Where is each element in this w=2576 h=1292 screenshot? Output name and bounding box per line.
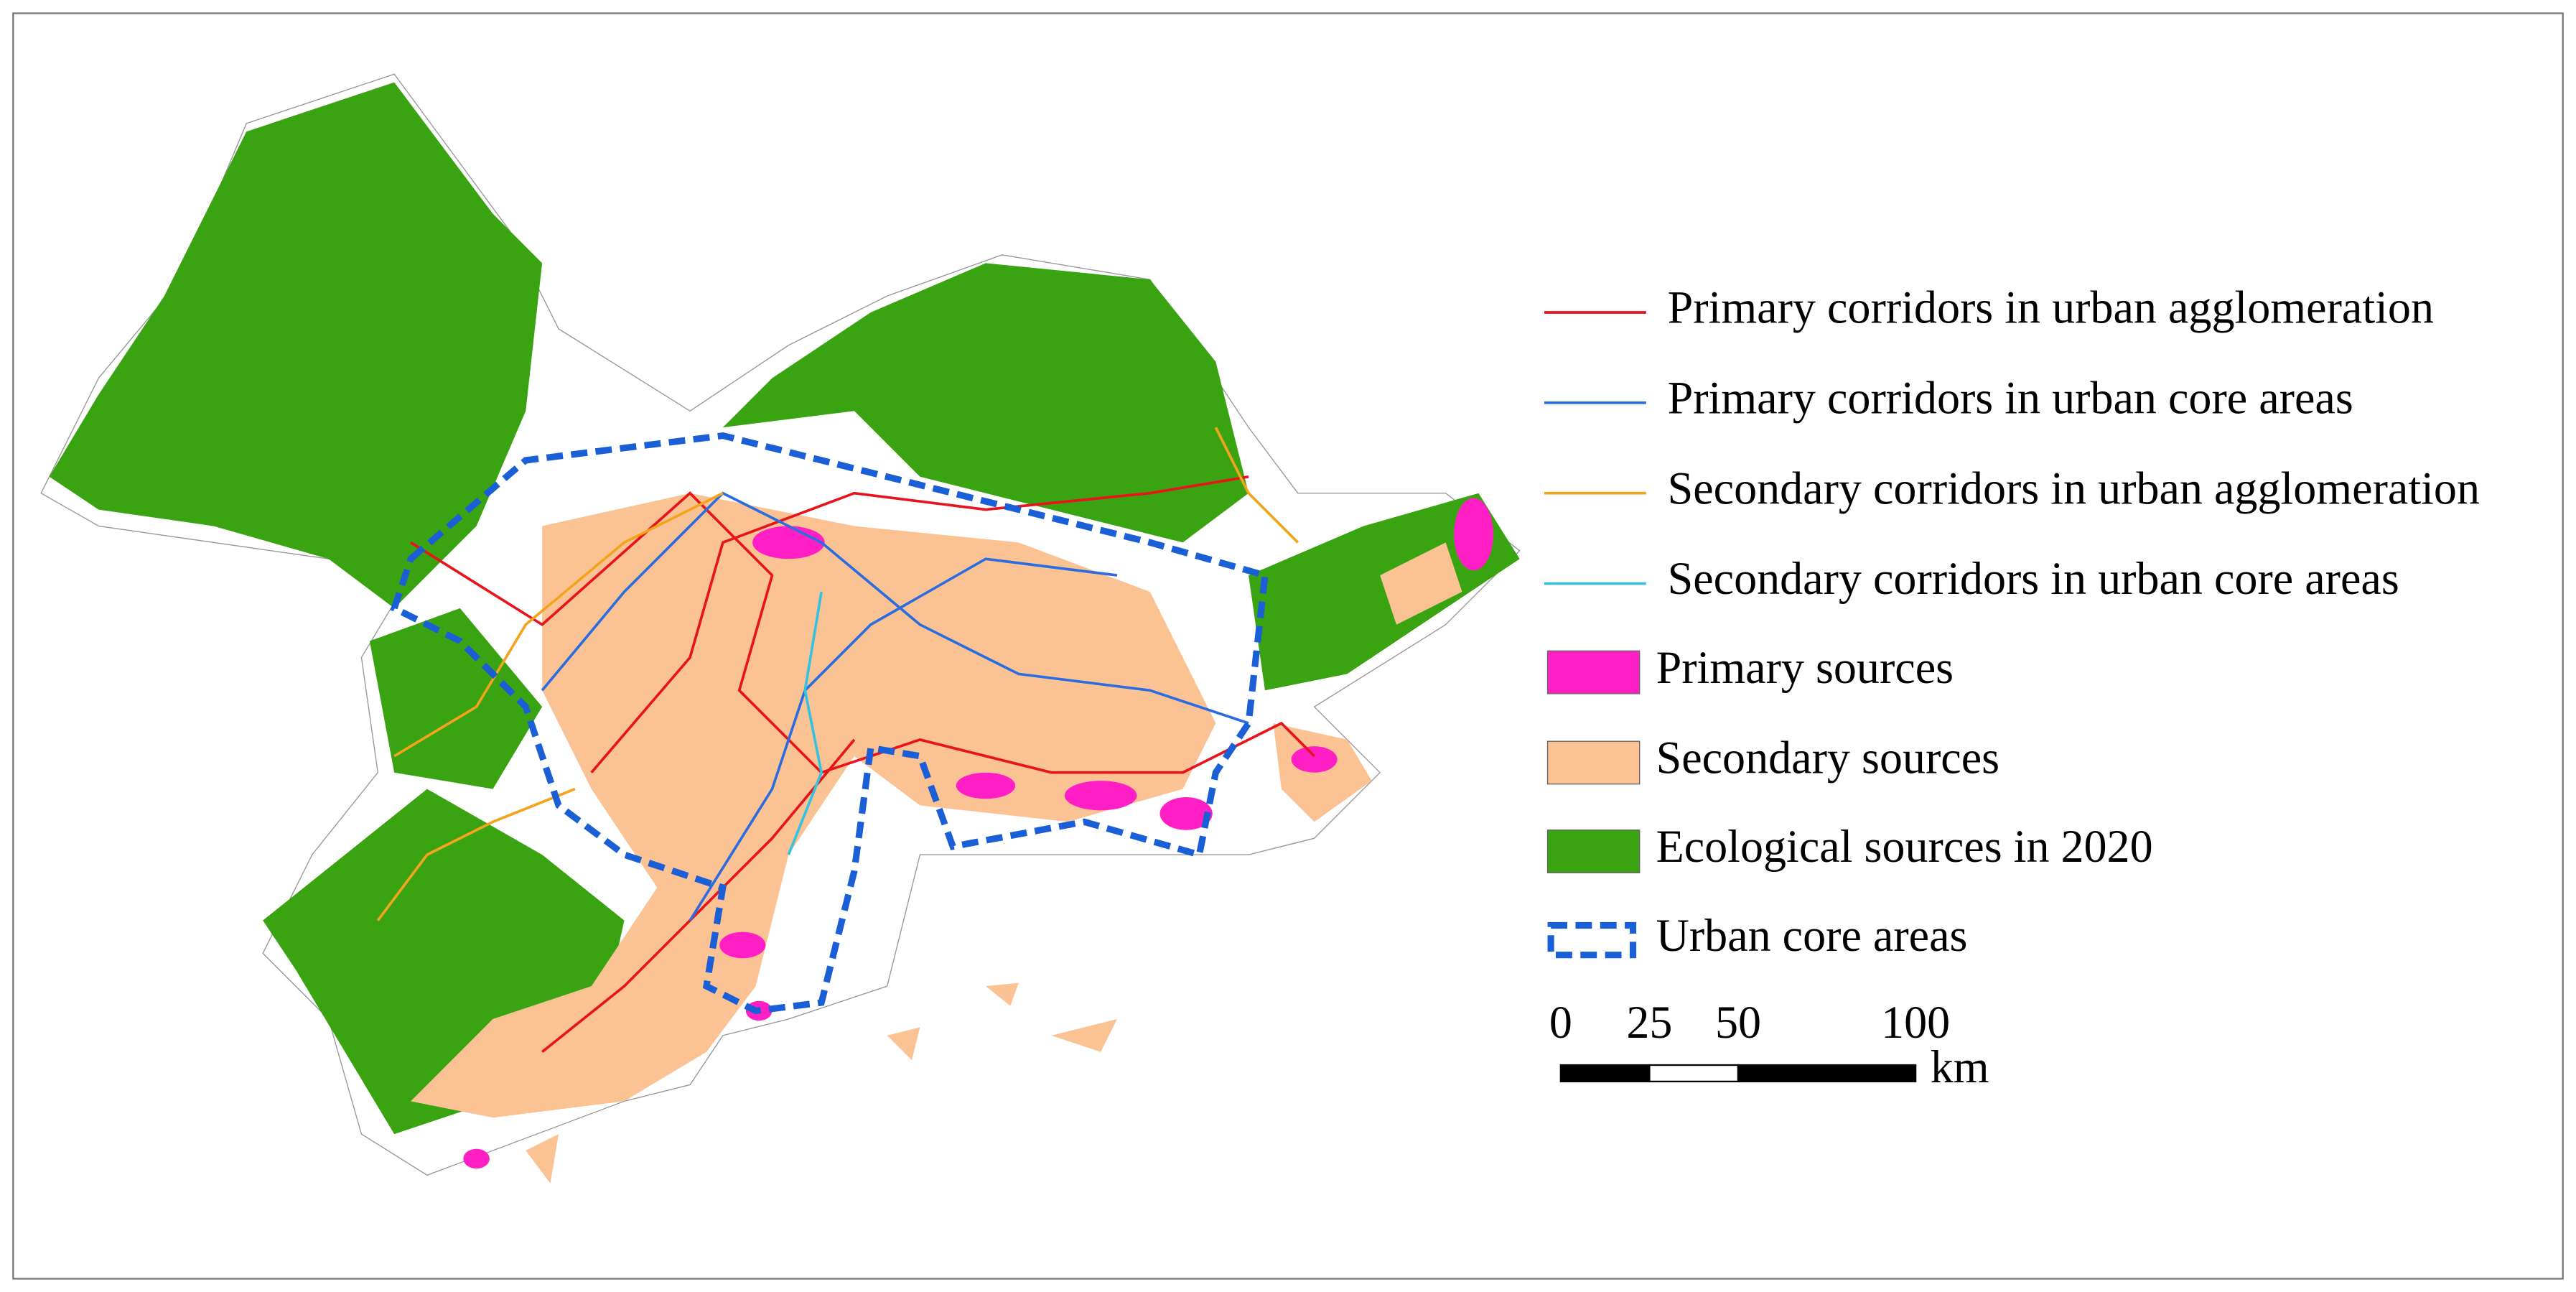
legend-label: Primary corridors in urban core areas	[1668, 373, 2353, 424]
legend-swatch	[1546, 650, 1641, 694]
legend-swatch	[1547, 921, 1637, 959]
legend-label: Secondary corridors in urban core areas	[1668, 553, 2399, 604]
legend-label: Primary corridors in urban agglomeration	[1668, 282, 2434, 333]
legend-label: Secondary sources	[1656, 733, 2000, 784]
legend-label: Ecological sources in 2020	[1656, 821, 2153, 872]
legend-label: Primary sources	[1656, 642, 1954, 693]
scale-segment	[1559, 1064, 1651, 1083]
primary-sources	[463, 498, 1494, 1169]
scale-segment	[1648, 1064, 1740, 1083]
scale-segment	[1737, 1064, 1917, 1083]
legend-swatch	[1546, 740, 1641, 785]
scale-unit: km	[1931, 1041, 1989, 1092]
scale-label: 25	[1626, 997, 1672, 1048]
legend-label: Secondary corridors in urban agglomerati…	[1668, 463, 2480, 513]
corridors	[376, 427, 1315, 1054]
legend-swatch	[1546, 829, 1641, 873]
scale-label: 50	[1715, 997, 1761, 1048]
legend: Primary corridors in urban agglomeration…	[1544, 282, 2480, 961]
scale-label: 100	[1881, 997, 1950, 1048]
legend-label: Urban core areas	[1656, 910, 1968, 961]
secondary-sources	[411, 493, 1462, 1184]
scale-label: 0	[1549, 997, 1572, 1048]
map-body	[40, 73, 1521, 1184]
